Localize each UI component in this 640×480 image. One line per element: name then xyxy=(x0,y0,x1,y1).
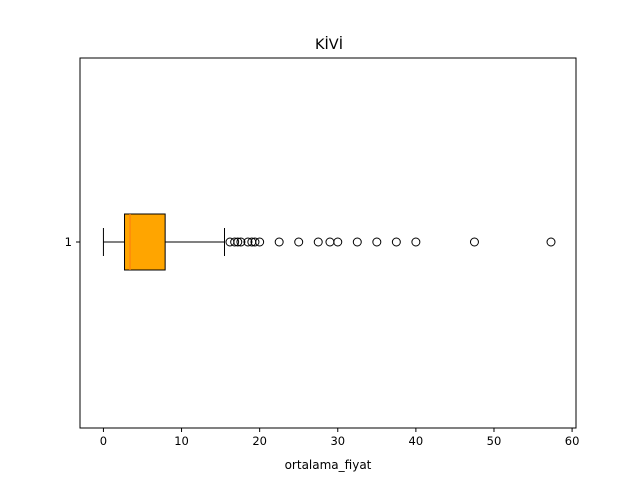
box-iqr xyxy=(124,213,166,271)
outlier-point xyxy=(411,237,421,247)
outlier-point xyxy=(274,237,284,247)
outlier-point xyxy=(250,237,260,247)
outlier-point xyxy=(391,237,401,247)
plot-content xyxy=(102,213,556,271)
outlier-point xyxy=(333,237,343,247)
outlier-point xyxy=(546,237,556,247)
x-tick-label: 0 xyxy=(100,434,107,448)
outlier-point xyxy=(230,237,240,247)
outlier-point xyxy=(233,237,243,247)
y-tick-label: 1 xyxy=(65,235,72,249)
outlier-point xyxy=(325,237,335,247)
x-axis-ticks: 0 10 20 30 40 50 60 xyxy=(100,428,580,448)
x-tick-label: 20 xyxy=(252,434,267,448)
outlier-point xyxy=(372,237,382,247)
outlier-point xyxy=(294,237,304,247)
x-tick-label: 60 xyxy=(565,434,580,448)
outlier-point xyxy=(352,237,362,247)
x-tick-label: 10 xyxy=(174,434,189,448)
plot-frame xyxy=(79,57,577,429)
outlier-point xyxy=(236,237,246,247)
x-axis-label: ortalama_fiyat xyxy=(285,458,372,472)
outlier-point xyxy=(313,237,323,247)
outlier-point xyxy=(243,237,253,247)
outlier-point xyxy=(225,237,235,247)
outlier-point xyxy=(469,237,479,247)
x-tick-label: 40 xyxy=(409,434,424,448)
x-tick-label: 50 xyxy=(487,434,502,448)
x-tick-label: 30 xyxy=(330,434,345,448)
chart-title: KİVİ xyxy=(315,35,343,53)
y-axis-ticks: 1 xyxy=(65,235,80,249)
outlier-point xyxy=(255,237,265,247)
